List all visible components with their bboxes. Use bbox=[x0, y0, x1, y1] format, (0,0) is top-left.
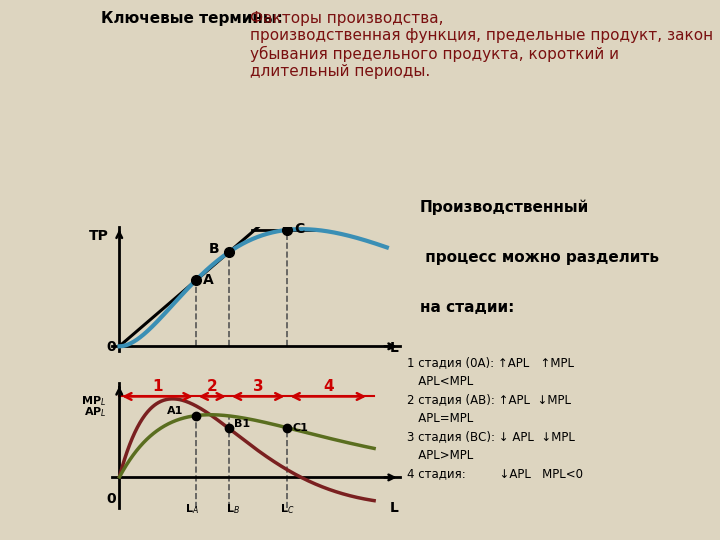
Text: B: B bbox=[209, 242, 219, 255]
Text: 3: 3 bbox=[253, 379, 264, 394]
Text: A: A bbox=[203, 273, 214, 287]
Text: L$_A$: L$_A$ bbox=[185, 502, 199, 516]
Text: MP$_L$: MP$_L$ bbox=[81, 394, 107, 408]
Text: процесс можно разделить: процесс можно разделить bbox=[420, 249, 659, 265]
Text: 0: 0 bbox=[107, 340, 117, 354]
Text: Ключевые термины:: Ключевые термины: bbox=[101, 11, 283, 26]
Text: L: L bbox=[390, 501, 399, 515]
Text: A1: A1 bbox=[166, 406, 183, 416]
Text: C1: C1 bbox=[292, 423, 308, 433]
Text: Производственный: Производственный bbox=[420, 200, 589, 215]
Text: B1: B1 bbox=[234, 418, 250, 429]
Text: L: L bbox=[390, 341, 399, 355]
Text: C: C bbox=[294, 222, 304, 235]
Text: AP$_L$: AP$_L$ bbox=[84, 405, 107, 419]
Text: 1 стадия (0А): ↑APL   ↑MPL
   APL<MPL
2 стадия (АВ): ↑APL  ↓MPL
   APL=MPL
3 ста: 1 стадия (0А): ↑APL ↑MPL APL<MPL 2 стади… bbox=[407, 356, 582, 481]
Text: 2: 2 bbox=[207, 379, 217, 394]
Text: 4: 4 bbox=[323, 379, 333, 394]
Text: 0: 0 bbox=[107, 492, 117, 506]
Text: Факторы производства,
производственная функция, предельные продукт, закон
убыван: Факторы производства, производственная ф… bbox=[251, 11, 714, 79]
Text: L$_C$: L$_C$ bbox=[280, 502, 294, 516]
Text: на стадии:: на стадии: bbox=[420, 300, 514, 315]
Text: L$_B$: L$_B$ bbox=[225, 502, 240, 516]
Text: 1: 1 bbox=[152, 379, 163, 394]
Text: TP: TP bbox=[89, 229, 109, 243]
